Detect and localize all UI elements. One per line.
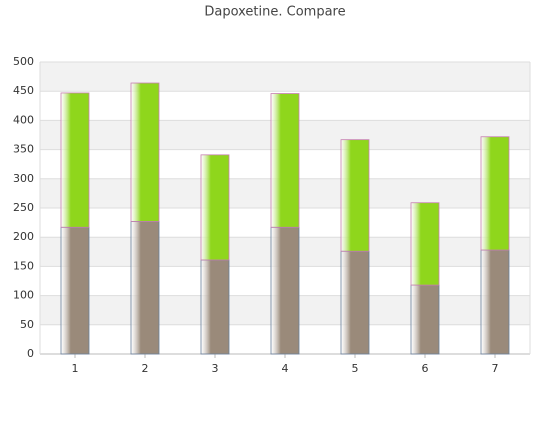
bar-segment [200, 259, 230, 355]
x-tick-label: 4 [282, 362, 289, 375]
y-tick-label: 400 [13, 113, 34, 126]
y-tick-label: 500 [13, 55, 34, 68]
y-tick-label: 350 [13, 143, 34, 156]
x-tick-label: 6 [422, 362, 429, 375]
x-tick-label: 7 [492, 362, 499, 375]
bar-segment [60, 92, 90, 228]
chart-title: Dapoxetine. Compare [204, 5, 345, 20]
y-tick-label: 0 [27, 347, 34, 360]
bar-segment [480, 249, 510, 355]
bar-segment [410, 284, 440, 355]
y-tick-label: 200 [13, 230, 34, 243]
x-tick-label: 5 [352, 362, 359, 375]
bar-segment [410, 202, 440, 286]
bar-segment [130, 221, 160, 355]
x-tick-label: 3 [212, 362, 219, 375]
y-tick-label: 100 [13, 289, 34, 302]
bar-segment [270, 93, 300, 228]
bar-segment [200, 154, 230, 261]
bar-segment [340, 139, 370, 252]
bar-segment [60, 226, 90, 355]
y-tick-label: 300 [13, 172, 34, 185]
y-tick-label: 250 [13, 201, 34, 214]
bar-segment [480, 136, 510, 251]
bar-segment [130, 82, 160, 222]
bar-segment [340, 250, 370, 355]
y-tick-label: 150 [13, 259, 34, 272]
y-tick-label: 50 [20, 318, 34, 331]
x-tick-label: 2 [142, 362, 149, 375]
x-tick-label: 1 [72, 362, 79, 375]
y-tick-label: 450 [13, 84, 34, 97]
bar-segment [270, 226, 300, 355]
grid-band [40, 62, 530, 92]
